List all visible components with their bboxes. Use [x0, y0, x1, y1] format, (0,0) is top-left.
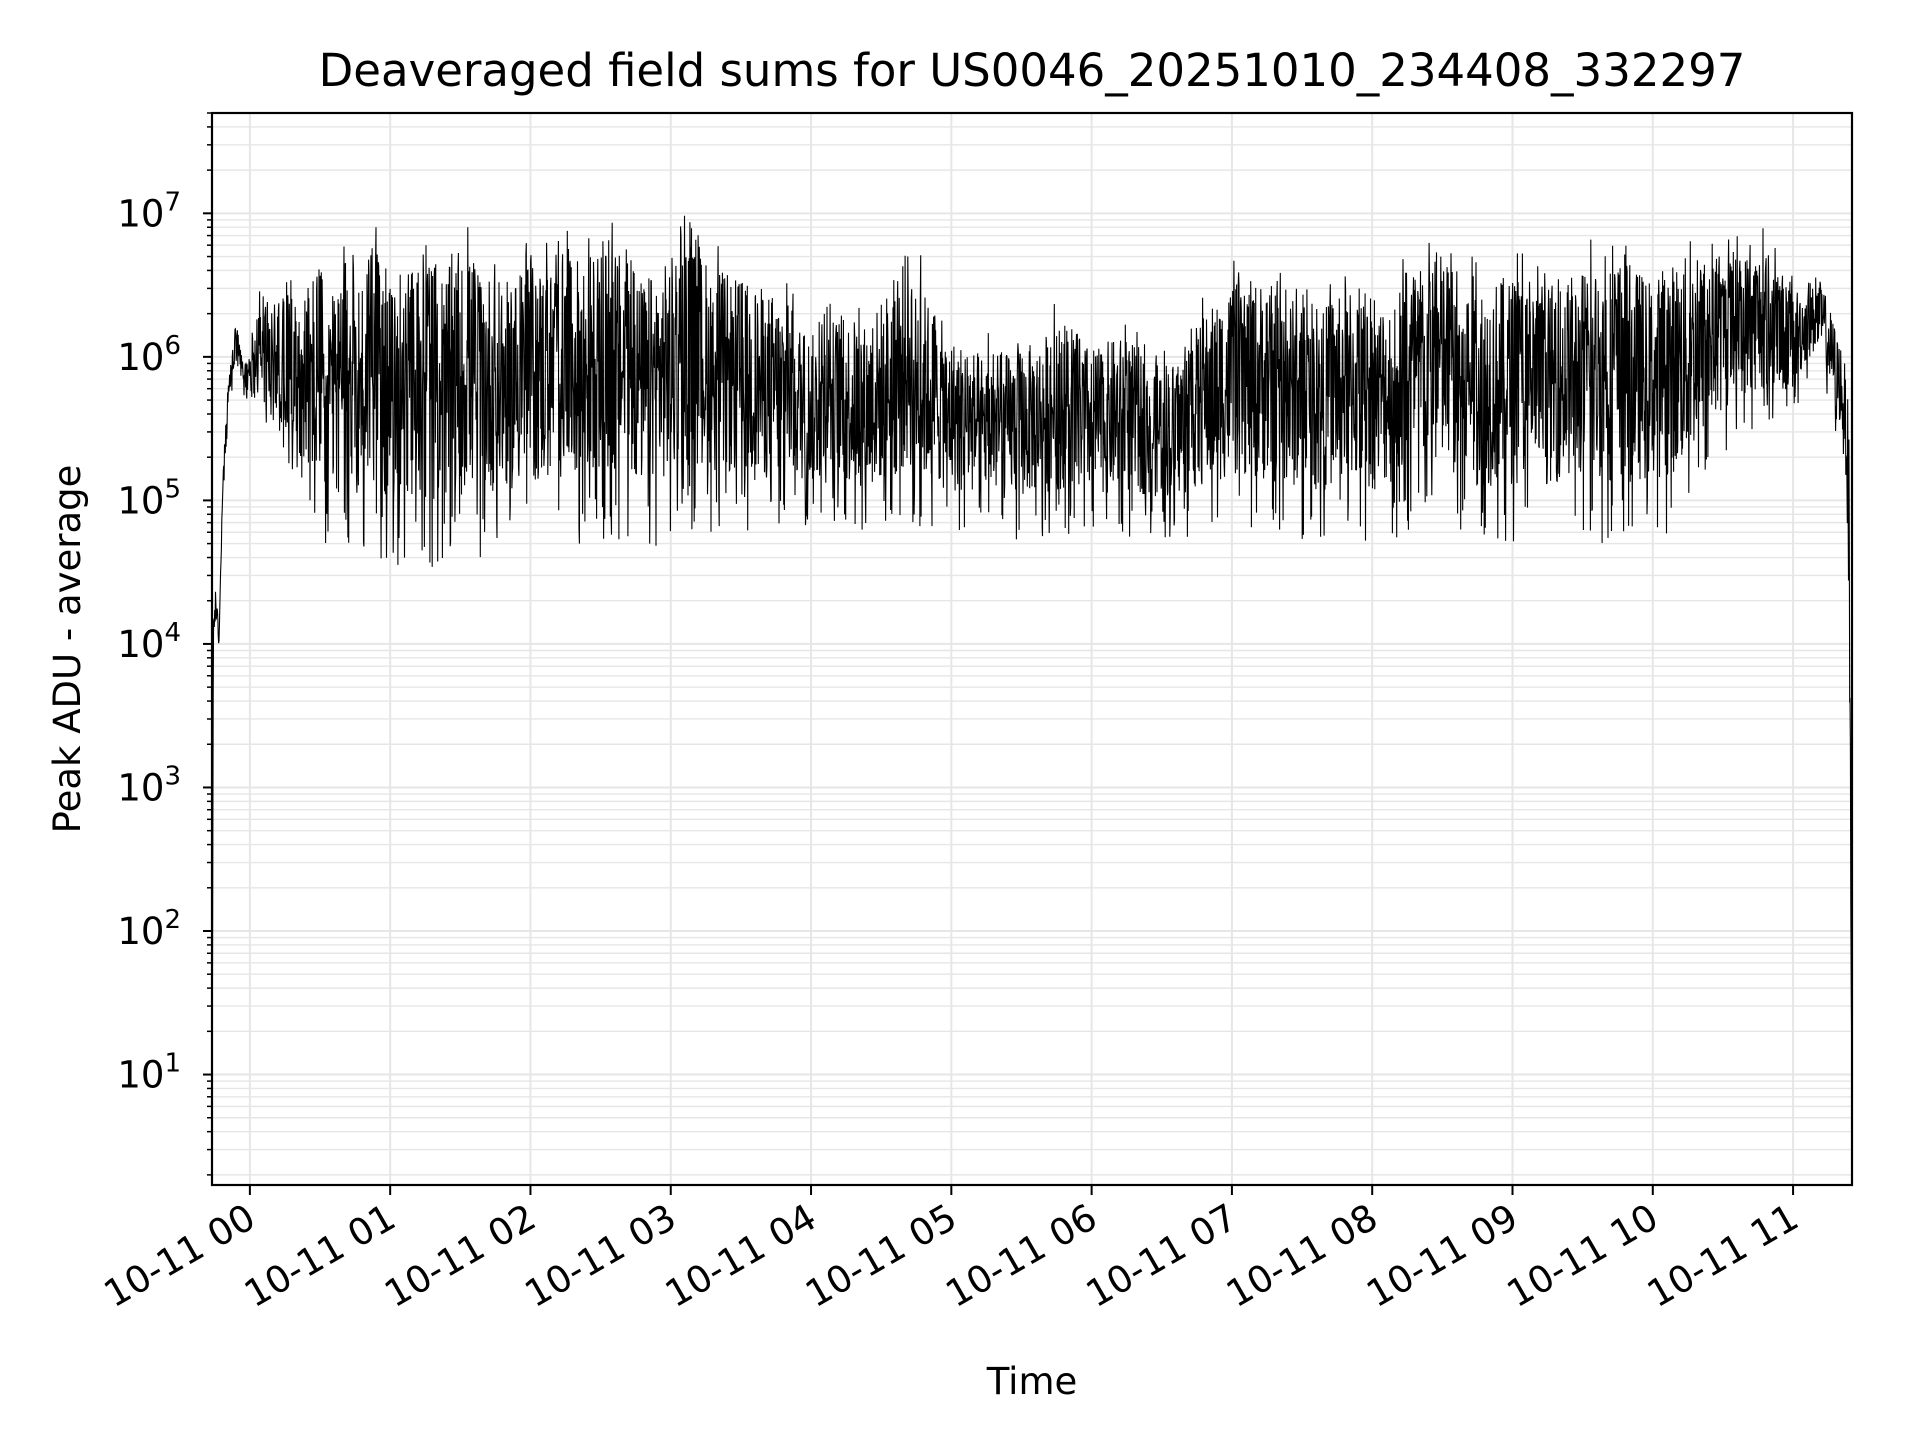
- y-tick-label: 106: [117, 331, 181, 379]
- plot-frame: [210, 111, 1854, 1187]
- y-tick-label: 105: [117, 474, 181, 522]
- x-tick-label: 10-11 06: [939, 1196, 1105, 1316]
- x-tick-label: 10-11 00: [97, 1196, 263, 1316]
- x-axis-label: Time: [986, 1360, 1078, 1403]
- y-tick-label: 103: [117, 761, 181, 809]
- chart-title: Deaveraged field sums for US0046_2025101…: [319, 44, 1746, 97]
- x-tick-label: 10-11 10: [1500, 1196, 1666, 1316]
- grid: [212, 112, 1852, 1185]
- y-tick-label: 107: [117, 187, 181, 235]
- y-tick-label: 102: [117, 905, 181, 953]
- x-tick-label: 10-11 07: [1079, 1196, 1245, 1316]
- x-tick-label: 10-11 04: [658, 1196, 824, 1316]
- y-tick-label: 104: [117, 618, 181, 666]
- y-axis: 101 102 103 104 105 106 107: [117, 112, 212, 1176]
- x-tick-label: 10-11 11: [1640, 1196, 1806, 1316]
- x-tick-label: 10-11 02: [377, 1196, 543, 1316]
- y-axis-label: Peak ADU - average: [46, 465, 89, 834]
- x-tick-label: 10-11 03: [518, 1196, 684, 1316]
- series-line-1: [211, 215, 1853, 1150]
- x-tick-label: 10-11 01: [237, 1196, 403, 1316]
- x-tick-label: 10-11 08: [1219, 1196, 1385, 1316]
- series-group: [211, 215, 1853, 1150]
- x-tick-label: 10-11 05: [798, 1196, 964, 1316]
- x-tick-label: 10-11 09: [1359, 1196, 1525, 1316]
- y-tick-label: 101: [117, 1049, 181, 1097]
